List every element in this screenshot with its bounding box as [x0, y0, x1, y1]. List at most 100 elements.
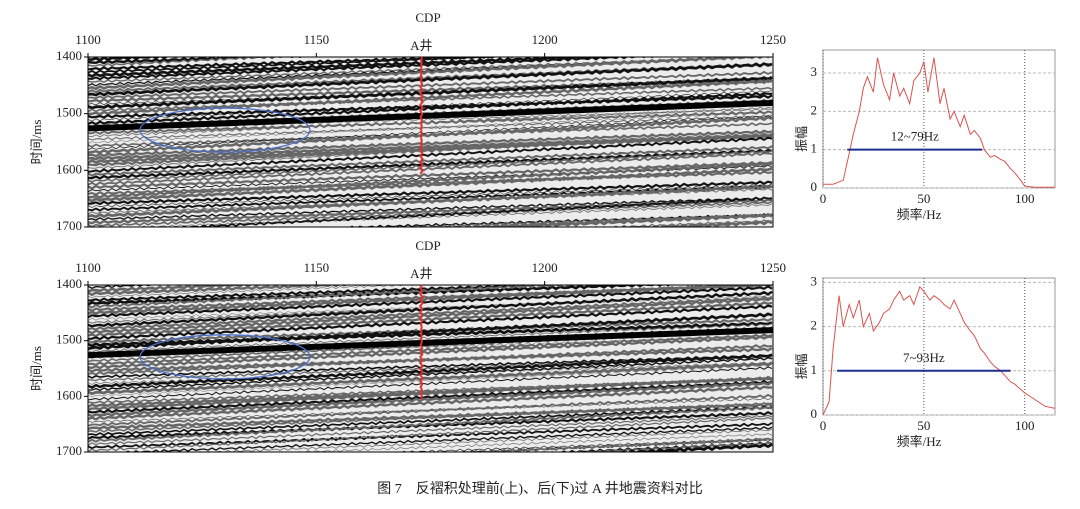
x-tick-label: 1150 [304, 260, 330, 275]
reflection [88, 57, 301, 67]
seismic-section: A井 CDP 1100 1150 1200 1250 1400 1500 1600 1700 时间/… [29, 238, 786, 458]
y-axis-label: 时间/ms [29, 120, 44, 165]
reflection [88, 422, 773, 450]
reflection [88, 196, 773, 221]
y-tick-label: 0 [811, 179, 818, 194]
reflection [88, 295, 773, 321]
reflection [88, 414, 773, 446]
reflection [88, 285, 773, 316]
x-axis-label: CDP [415, 238, 440, 253]
y-tick-label: 1600 [56, 161, 82, 176]
reflection [278, 433, 773, 452]
reflection [88, 353, 773, 390]
reflection [88, 161, 773, 190]
reflection [88, 57, 681, 81]
reflection [446, 437, 773, 452]
highlight-ellipse [139, 107, 311, 153]
reflection [88, 406, 773, 443]
x-tick-label: 50 [917, 418, 930, 433]
y-tick-label: 1500 [56, 105, 82, 120]
reflection [88, 295, 773, 331]
seismic-texture [88, 57, 773, 227]
x-tick-label: 1200 [532, 32, 558, 47]
band-label: 7~93Hz [903, 350, 945, 365]
y-tick-label: 1600 [56, 387, 82, 402]
reflection [88, 114, 773, 141]
band-label: 12~79Hz [891, 129, 939, 144]
reflection [88, 86, 773, 113]
reflection [88, 366, 773, 401]
reflection [88, 285, 305, 293]
y-tick-label: 2 [811, 318, 818, 333]
reflection [88, 145, 773, 177]
x-tick-label: 100 [1015, 418, 1035, 433]
reflection [88, 151, 773, 187]
reflection [88, 62, 773, 97]
reflection [88, 356, 773, 392]
reflection [88, 90, 773, 122]
reflection [88, 183, 773, 208]
reflection [88, 301, 773, 338]
x-tick-label: 1100 [75, 32, 101, 47]
plot-bg [822, 277, 1056, 416]
reflection [88, 296, 773, 335]
y-tick-label: 1400 [56, 276, 82, 291]
y-tick-label: 3 [811, 64, 818, 79]
highlight-ellipse [139, 334, 311, 380]
horizon [88, 327, 773, 359]
reflection [88, 312, 773, 351]
reflection [88, 115, 773, 151]
reflection [551, 441, 773, 452]
reflection [88, 57, 329, 65]
reflection [88, 375, 773, 411]
reflection [88, 285, 597, 303]
reflection [88, 184, 773, 219]
reflection [88, 148, 773, 180]
seismic-texture [88, 285, 773, 452]
reflection [88, 180, 773, 206]
y-tick-label: 3 [811, 273, 818, 288]
spectrum-chart: 0 1 2 3 0 50 100 7~93Hz 频率/Hz 振幅 [794, 273, 1056, 449]
reflection [88, 136, 773, 173]
y-tick-label: 1500 [56, 332, 82, 347]
reflection [88, 70, 773, 100]
well-label: A井 [410, 266, 432, 281]
section-frame [87, 56, 774, 228]
reflection [88, 290, 773, 328]
x-tick-label: 1100 [75, 260, 101, 275]
reflection [88, 285, 590, 309]
reflection [88, 170, 773, 196]
well-trace [418, 284, 424, 400]
reflection [595, 442, 773, 452]
x-tick-label: 100 [1015, 191, 1035, 206]
x-tick-label: 1250 [760, 260, 786, 275]
reflection [88, 335, 773, 370]
reflection [114, 203, 773, 227]
y-tick-label: 1700 [56, 443, 82, 458]
y-tick-label: 1 [811, 362, 818, 377]
spectrum-chart: 0 1 2 3 0 50 100 12~79Hz 频率/Hz 振幅 [794, 49, 1056, 222]
x-tick-label: 1250 [760, 32, 786, 47]
x-tick-label: 1150 [304, 32, 330, 47]
y-axis-label: 振幅 [794, 126, 809, 152]
reflection [88, 379, 773, 414]
spectrum-line [823, 57, 1055, 188]
reflection [88, 285, 393, 297]
x-tick-label: 0 [820, 418, 827, 433]
reflection [375, 437, 773, 452]
seismic-section: A井 CDP 1100 1150 1200 1250 1400 1500 1600 1700 时间/… [29, 10, 786, 233]
reflection [179, 428, 773, 452]
reflection [88, 57, 645, 78]
reflection [88, 363, 773, 398]
reflection [155, 196, 773, 227]
reflection [88, 333, 773, 366]
reflection [88, 285, 422, 299]
x-axis-label: 频率/Hz [897, 434, 942, 449]
reflection [88, 75, 773, 110]
section-frame [87, 284, 774, 453]
reflection [88, 401, 773, 433]
y-tick-label: 2 [811, 102, 818, 117]
y-axis-label: 时间/ms [29, 346, 44, 391]
reflection [88, 149, 773, 183]
x-tick-label: 1200 [532, 260, 558, 275]
